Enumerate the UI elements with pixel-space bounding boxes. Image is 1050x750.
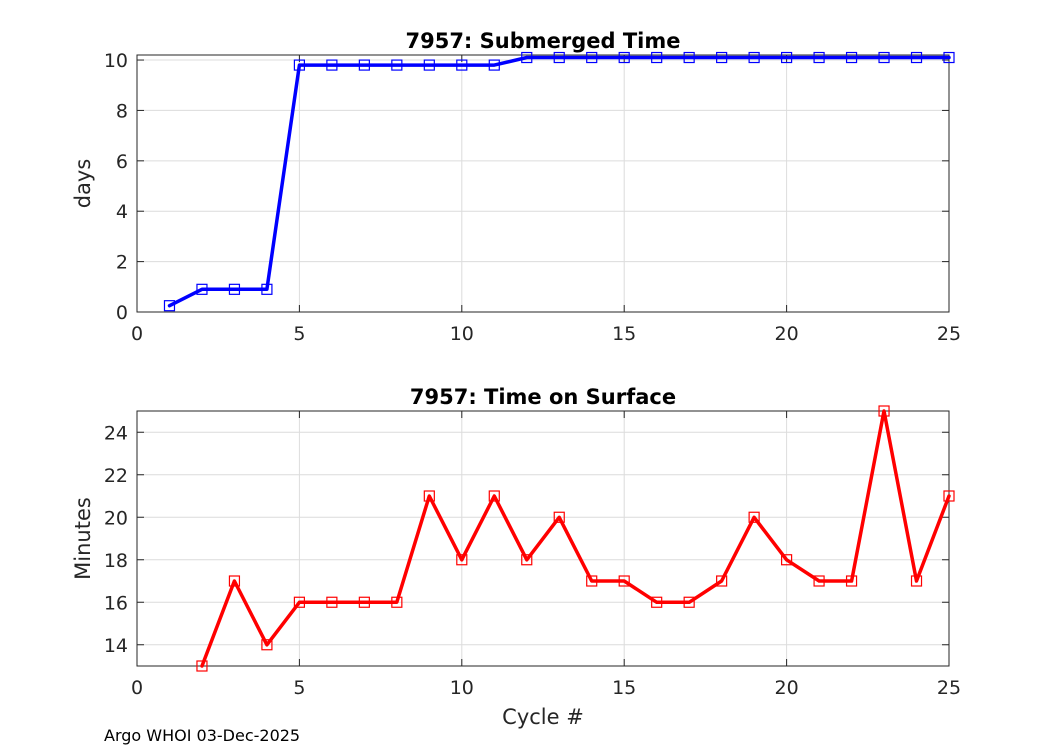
axes-box — [136, 54, 950, 313]
data-point-marker — [748, 511, 760, 523]
data-point-marker — [943, 51, 955, 64]
data-point-marker — [326, 596, 338, 608]
data-point-marker — [261, 639, 273, 651]
chart-title: 7957: Time on Surface — [410, 385, 676, 409]
data-point-marker — [780, 51, 793, 64]
data-point-marker — [748, 51, 760, 64]
data-point-marker — [943, 490, 955, 502]
data-point-marker — [456, 554, 468, 566]
data-point-marker — [293, 596, 305, 608]
data-point-marker — [521, 51, 533, 64]
data-point-marker — [683, 596, 695, 608]
data-point-marker — [196, 660, 208, 672]
data-point-marker — [293, 59, 305, 71]
data-point-marker — [651, 596, 663, 608]
data-point-marker — [618, 575, 630, 587]
data-point-marker — [878, 51, 890, 64]
footer-text: Argo WHOI 03-Dec-2025 — [104, 726, 300, 745]
data-point-marker — [586, 51, 598, 64]
data-point-marker — [521, 554, 533, 566]
data-point-marker — [910, 575, 923, 587]
x-tick-label: 20 — [775, 323, 799, 345]
data-point-marker — [813, 575, 825, 587]
x-tick-label: 10 — [450, 323, 474, 345]
data-point-marker — [326, 59, 338, 71]
data-point-marker — [716, 575, 728, 587]
y-tick-label: 4 — [116, 201, 128, 223]
data-point-marker — [391, 596, 403, 608]
data-point-marker — [423, 59, 435, 71]
data-point-marker — [488, 59, 500, 71]
data-point-marker — [813, 51, 825, 64]
y-tick-label: 22 — [104, 465, 128, 487]
data-point-marker — [553, 511, 565, 523]
data-point-marker — [586, 575, 598, 587]
x-tick-label: 20 — [775, 677, 799, 699]
y-tick-label: 18 — [104, 550, 128, 572]
x-tick-label: 25 — [937, 677, 961, 699]
data-point-marker — [196, 283, 208, 295]
x-axis-label: Cycle # — [502, 705, 584, 729]
x-tick-label: 5 — [293, 677, 305, 699]
data-point-marker — [358, 59, 370, 71]
data-point-marker — [878, 405, 890, 417]
y-axis-label: days — [71, 159, 95, 209]
plot-area — [137, 55, 949, 312]
data-point-marker — [456, 59, 468, 71]
data-point-marker — [423, 490, 435, 502]
data-point-marker — [163, 300, 176, 312]
data-point-marker — [228, 575, 241, 587]
data-point-marker — [845, 51, 858, 64]
data-point-marker — [651, 51, 663, 64]
y-tick-label: 6 — [116, 151, 128, 173]
x-tick-label: 15 — [612, 323, 636, 345]
y-tick-label: 2 — [116, 252, 128, 274]
data-point-marker — [618, 51, 630, 64]
data-point-marker — [910, 51, 923, 64]
surface-time-panel: 0 5 10 15 20 25 14 16 18 20 22 24 7957: Time on Surf… — [71, 385, 961, 729]
x-tick-label: 15 — [612, 677, 636, 699]
y-tick-label: 20 — [104, 507, 128, 529]
y-axis-label: Minutes — [71, 497, 95, 580]
data-point-marker — [716, 51, 728, 64]
data-point-marker — [780, 554, 793, 566]
x-tick-label: 0 — [131, 677, 143, 699]
x-tick-label: 10 — [450, 677, 474, 699]
submerged-time-panel: 0 5 10 15 20 25 0 2 4 6 8 10 7957: Submerged Time day… — [71, 29, 961, 345]
y-tick-label: 8 — [116, 100, 128, 122]
data-point-marker — [488, 490, 500, 502]
data-point-marker — [553, 51, 565, 64]
y-tick-label: 14 — [104, 635, 128, 657]
y-tick-label: 10 — [104, 50, 128, 72]
data-point-marker — [845, 575, 858, 587]
y-tick-label: 0 — [116, 302, 128, 324]
data-point-marker — [391, 59, 403, 71]
data-point-marker — [683, 51, 695, 64]
chart-title: 7957: Submerged Time — [405, 29, 680, 53]
data-point-marker — [261, 283, 273, 295]
y-tick-label: 24 — [104, 422, 128, 444]
series-line — [167, 55, 951, 308]
data-point-marker — [358, 596, 370, 608]
axes-box — [136, 410, 950, 667]
x-tick-label: 5 — [293, 323, 305, 345]
data-point-marker — [228, 283, 241, 295]
x-tick-label: 25 — [937, 323, 961, 345]
y-tick-label: 16 — [104, 592, 128, 614]
x-tick-label: 0 — [131, 323, 143, 345]
